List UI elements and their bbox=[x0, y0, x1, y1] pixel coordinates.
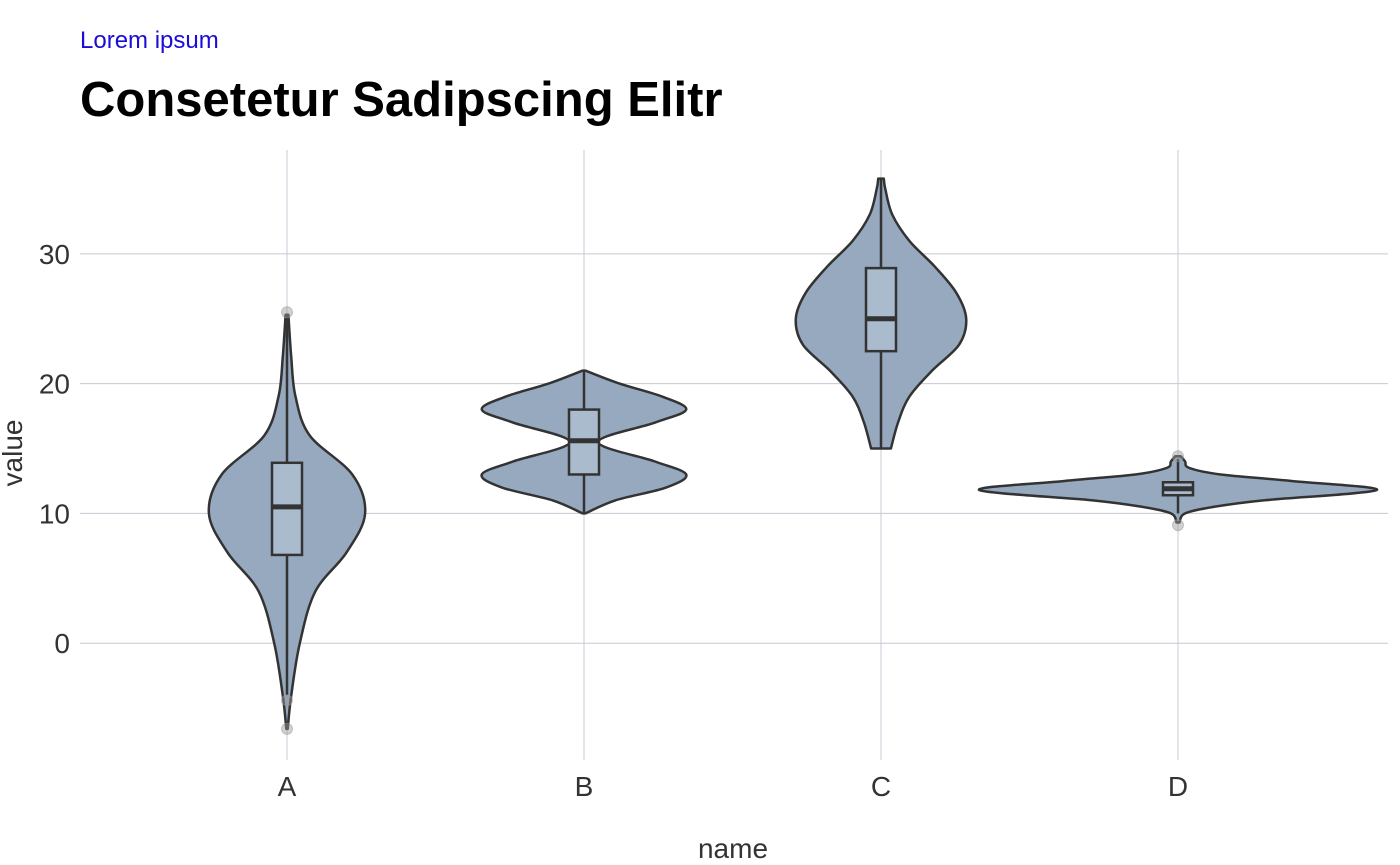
y-tick-label-10: 10 bbox=[39, 498, 70, 529]
x-tick-label-B: B bbox=[575, 771, 594, 802]
x-tick-label-D: D bbox=[1168, 771, 1188, 802]
violin-group-C bbox=[794, 177, 968, 450]
violin-group-D bbox=[977, 450, 1379, 532]
violin-group-B bbox=[480, 369, 688, 515]
outlier-A-2 bbox=[281, 722, 293, 735]
x-axis-title: name bbox=[698, 833, 768, 864]
y-tick-label-20: 20 bbox=[39, 369, 70, 400]
x-tick-label-A: A bbox=[278, 771, 297, 802]
outlier-A-1 bbox=[281, 694, 293, 707]
outlier-A-0 bbox=[281, 306, 293, 319]
outlier-D-1 bbox=[1172, 519, 1184, 532]
y-tick-label-0: 0 bbox=[54, 628, 70, 659]
x-tick-label-C: C bbox=[871, 771, 891, 802]
outlier-D-0 bbox=[1172, 450, 1184, 463]
chart-title: Consetetur Sadipscing Elitr bbox=[80, 73, 723, 127]
y-axis-title: value bbox=[0, 420, 28, 487]
chart-subtitle: Lorem ipsum bbox=[80, 27, 219, 54]
violin-group-A bbox=[207, 306, 367, 735]
y-tick-label-30: 30 bbox=[39, 239, 70, 270]
box-C bbox=[864, 266, 898, 353]
